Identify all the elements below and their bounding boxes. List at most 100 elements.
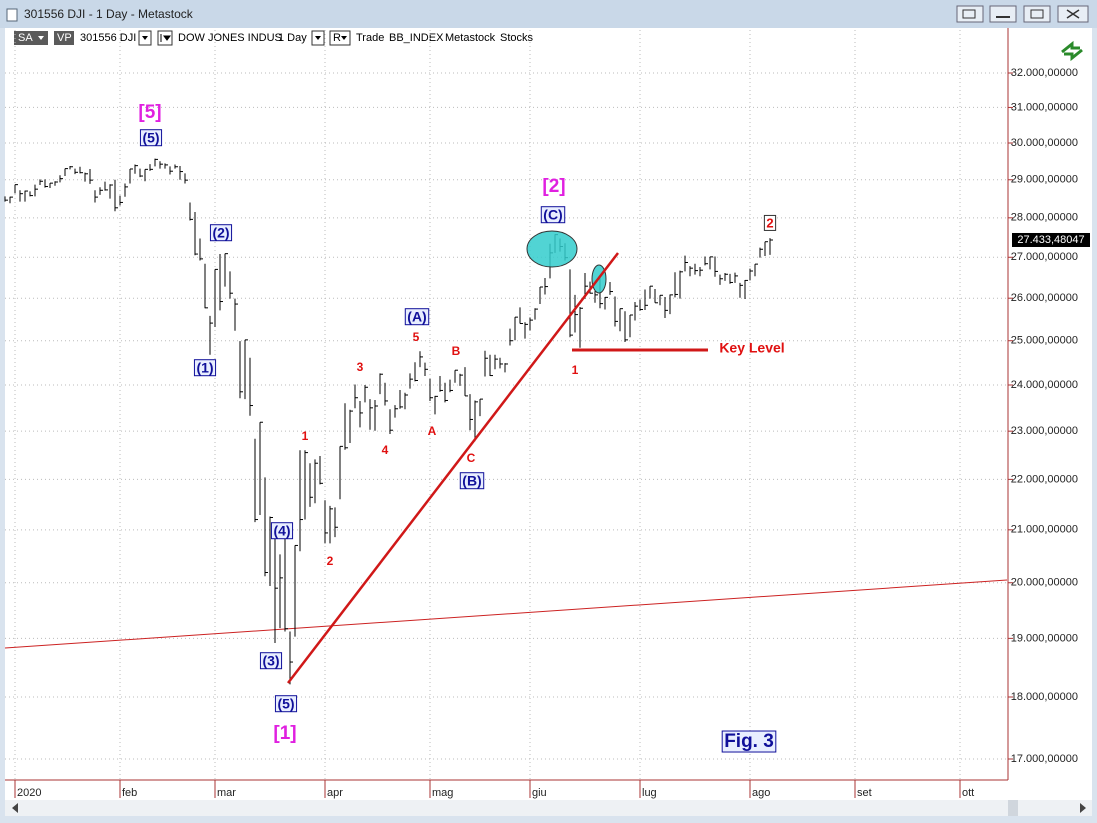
last-value-label: 27.433,48047 bbox=[1017, 234, 1084, 246]
window-buttons[interactable] bbox=[956, 5, 1089, 23]
label-box bbox=[721, 730, 777, 753]
y-tick-label: 31.000,00000 bbox=[1011, 101, 1078, 113]
y-tick-label: 21.000,00000 bbox=[1011, 524, 1078, 536]
x-tick-label: 2020 bbox=[17, 787, 41, 799]
maximize-button[interactable] bbox=[1023, 5, 1051, 23]
y-tick-label: 18.000,00000 bbox=[1011, 691, 1078, 703]
wave-label: Key Level bbox=[719, 340, 784, 356]
wave-label: (B) bbox=[462, 473, 481, 489]
y-tick-label: 25.000,00000 bbox=[1011, 335, 1078, 347]
y-tick-label: 26.000,00000 bbox=[1011, 292, 1078, 304]
wave-label: (A) bbox=[407, 309, 426, 325]
label-box bbox=[139, 129, 163, 147]
wave-label: [1] bbox=[273, 723, 296, 744]
provider: Metastock bbox=[445, 32, 496, 44]
long-trendline bbox=[4, 579, 1008, 649]
label-box bbox=[193, 359, 217, 377]
restore-icon bbox=[962, 9, 976, 19]
r-button[interactable] bbox=[329, 30, 351, 46]
wave-label: 5 bbox=[413, 330, 420, 344]
y-tick-label: 20.000,00000 bbox=[1011, 577, 1078, 589]
x-tick-label: feb bbox=[122, 787, 137, 799]
wave-label: (2) bbox=[212, 225, 229, 241]
scroll-thumb[interactable] bbox=[1008, 800, 1018, 816]
y-tick-label: 27.000,00000 bbox=[1011, 251, 1078, 263]
label-box bbox=[763, 214, 777, 231]
dropdown-arrow bbox=[341, 36, 347, 40]
dropdown-arrow bbox=[160, 34, 171, 42]
y-tick-label: 19.000,00000 bbox=[1011, 632, 1078, 644]
vp-button[interactable] bbox=[54, 31, 74, 45]
label-box bbox=[259, 652, 283, 670]
title-bar bbox=[0, 0, 1097, 28]
y-tick-label: 29.000,00000 bbox=[1011, 174, 1078, 186]
vp-label: VP bbox=[57, 32, 72, 44]
minimize-button[interactable] bbox=[989, 5, 1017, 23]
x-tick-label: set bbox=[857, 787, 872, 799]
close-icon bbox=[1066, 9, 1080, 19]
label-box bbox=[404, 308, 430, 326]
label-box bbox=[459, 472, 485, 490]
x-tick-label: giu bbox=[532, 787, 547, 799]
highlight-ellipse bbox=[526, 230, 578, 268]
wave-label: (5) bbox=[142, 130, 159, 146]
style-button[interactable] bbox=[14, 31, 48, 45]
wave-label: 2 bbox=[327, 554, 334, 568]
label-box bbox=[540, 206, 566, 224]
r-label: R bbox=[333, 32, 341, 44]
refresh-icon[interactable] bbox=[1061, 40, 1083, 62]
group: Stocks bbox=[500, 32, 534, 44]
y-tick-label: 30.000,00000 bbox=[1011, 137, 1078, 149]
x-tick-label: mag bbox=[432, 787, 453, 799]
label-box bbox=[209, 224, 233, 242]
label-box bbox=[270, 522, 294, 540]
wave-label: (3) bbox=[262, 653, 279, 669]
style-label: SA bbox=[18, 32, 33, 44]
y-tick-label: 17.000,00000 bbox=[1011, 753, 1078, 765]
x-tick-label: ott bbox=[962, 787, 974, 799]
chart-area bbox=[5, 28, 1092, 800]
y-tick-label: 23.000,00000 bbox=[1011, 425, 1078, 437]
toolbar: SA VP 301556 DJI DOW JONES INDUS 1 Day R… bbox=[14, 30, 1083, 62]
y-tick-label: 22.000,00000 bbox=[1011, 473, 1078, 485]
x-tick-label: ago bbox=[752, 787, 770, 799]
app-icon bbox=[6, 8, 18, 22]
dropdown-arrow bbox=[38, 36, 44, 40]
maximize-icon bbox=[1030, 9, 1044, 19]
wave-label: (C) bbox=[543, 207, 562, 223]
wave-label: C bbox=[467, 451, 476, 465]
y-tick-label: 32.000,00000 bbox=[1011, 67, 1078, 79]
window-title: 301556 DJI - 1 Day - Metastock bbox=[24, 7, 194, 21]
scrollbar[interactable] bbox=[5, 800, 1092, 816]
wave-label: (4) bbox=[273, 523, 290, 539]
wave-label: [2] bbox=[542, 176, 565, 197]
y-tick-label: 24.000,00000 bbox=[1011, 379, 1078, 391]
wave-label: Fig. 3 bbox=[724, 731, 774, 752]
wave-label: [5] bbox=[138, 102, 161, 123]
wave-label: A bbox=[428, 424, 437, 438]
restore-button[interactable] bbox=[956, 5, 984, 23]
wave-label: 1 bbox=[302, 429, 309, 443]
dropdown-arrow bbox=[315, 36, 321, 40]
mode: Trade bbox=[356, 32, 384, 44]
wave-label: 2 bbox=[766, 215, 773, 230]
wave-label: (5) bbox=[277, 696, 294, 712]
symbol: 301556 DJI bbox=[80, 32, 136, 44]
security-name: DOW JONES INDUS bbox=[178, 32, 282, 44]
source: BB_INDEX bbox=[389, 32, 444, 44]
dropdown-arrow bbox=[142, 36, 148, 40]
wave-label: 1 bbox=[572, 363, 579, 377]
period: 1 Day bbox=[278, 32, 307, 44]
wave-label: (1) bbox=[196, 360, 213, 376]
wave-label: 4 bbox=[382, 443, 389, 457]
trendline bbox=[287, 252, 619, 684]
y-tick-label: 28.000,00000 bbox=[1011, 212, 1078, 224]
label-box bbox=[274, 695, 298, 713]
wave-label: 3 bbox=[357, 360, 364, 374]
x-tick-label: lug bbox=[642, 787, 657, 799]
last-value-box bbox=[1012, 232, 1090, 247]
wave-label: B bbox=[452, 344, 461, 358]
x-tick-label: apr bbox=[327, 787, 343, 799]
